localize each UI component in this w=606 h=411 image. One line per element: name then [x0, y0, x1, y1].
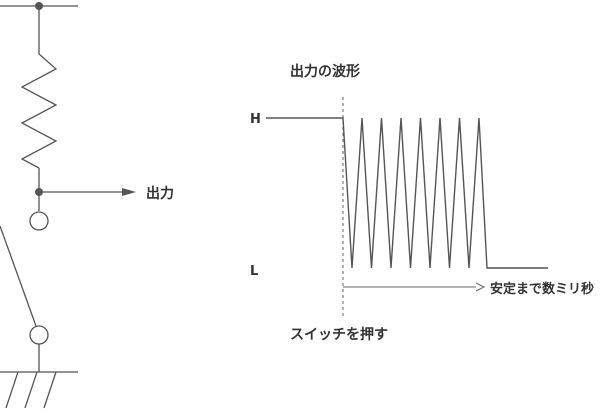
switch-lower-terminal [29, 325, 49, 345]
output-label: 出力 [146, 185, 174, 202]
settle-time-arrowhead [475, 282, 486, 292]
ground-hatch [24, 371, 38, 409]
switch-upper-terminal [29, 211, 49, 231]
circuit [0, 2, 136, 409]
output-arrowhead [122, 188, 136, 196]
waveform-title: 出力の波形 [290, 63, 360, 80]
level-low-label: L [250, 264, 258, 279]
settle-time-label: 安定まで数ミリ秒 [490, 281, 594, 297]
switch-press-label: スイッチを押す [290, 326, 388, 343]
level-high-label: H [250, 112, 261, 127]
ground-hatch [5, 371, 19, 409]
ground-hatch [43, 371, 57, 409]
switch-lever [0, 225, 37, 327]
waveform-signal [266, 117, 548, 269]
resistor [20, 53, 58, 169]
